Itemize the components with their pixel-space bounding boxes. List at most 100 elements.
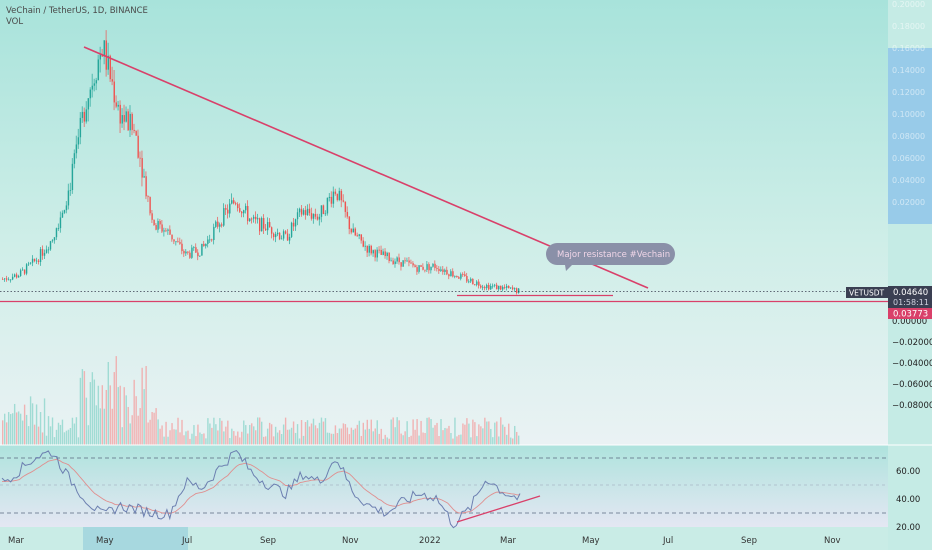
bar-countdown-text: 01:58:11 [893, 298, 929, 307]
volume-bar [506, 434, 508, 445]
candle-body [161, 224, 163, 232]
candle-body [255, 216, 257, 220]
volume-bar [217, 430, 219, 445]
volume-bar [173, 429, 175, 445]
candle-body [21, 269, 24, 271]
upper-axis-tick-label: 0.14000 [892, 66, 925, 75]
candle-body [2, 279, 4, 280]
candle-body [147, 196, 149, 198]
candle-body [310, 213, 313, 219]
time-axis-label: Nov [342, 536, 359, 546]
candle-body [69, 189, 72, 191]
volume-bar [504, 426, 506, 445]
candle-body [322, 205, 325, 215]
rsi-axis: 60.00 40.00 20.00 [896, 467, 920, 533]
volume-bar [75, 417, 78, 445]
volume-bar [294, 432, 297, 445]
candle-body [175, 241, 177, 243]
candle-body [143, 176, 145, 178]
volume-bar [83, 371, 86, 445]
candle-body [93, 83, 96, 86]
candle-body [157, 221, 159, 230]
volume-bar [33, 424, 36, 445]
candle-body [131, 113, 133, 130]
volume-bar [486, 421, 488, 445]
upper-axis-tick-label: 0.08000 [892, 132, 925, 141]
volume-bar [37, 426, 40, 445]
candle-body [59, 217, 62, 229]
volume-bar [388, 438, 390, 445]
volume-bar [342, 423, 345, 445]
volume-bar [510, 437, 512, 445]
candle-body [153, 219, 155, 225]
volume-bar [408, 436, 410, 445]
volume-bar [41, 432, 44, 445]
volume-bar [280, 433, 283, 445]
candle-body [105, 40, 107, 70]
volume-bar [384, 434, 386, 445]
volume-bar [109, 385, 111, 445]
volume-bar [95, 405, 98, 445]
candle-body [41, 249, 44, 256]
volume-bar [125, 395, 127, 445]
candle-body [320, 205, 323, 217]
time-axis-label: Mar [8, 536, 25, 546]
candle-body [237, 204, 239, 209]
candle-body [247, 205, 249, 222]
candle-body [456, 275, 458, 278]
candle-body [121, 115, 123, 124]
candle-body [129, 113, 131, 131]
candle-body [27, 263, 30, 265]
candle-body [398, 257, 400, 263]
volume-bar [69, 428, 72, 445]
candle-body [336, 193, 339, 200]
upper-axis-tick-label: 0.20000 [892, 0, 925, 9]
rsi-ma-line [1, 458, 521, 515]
volume-bar [167, 436, 169, 445]
time-axis-panel [0, 527, 888, 550]
upper-axis-tick-label: 0.02000 [892, 198, 925, 207]
candle-body [71, 163, 74, 190]
volume-bar [117, 387, 119, 445]
volume-bar [400, 433, 402, 445]
candle-body [111, 79, 113, 82]
volume-bar [183, 435, 185, 445]
candle-body [193, 247, 195, 249]
candle-body [514, 288, 516, 290]
candle-body [47, 249, 50, 251]
volume-bar [410, 435, 412, 445]
volume-bar [418, 435, 420, 445]
volume-bar [416, 419, 418, 445]
candle-body [67, 190, 70, 206]
volume-bar [45, 435, 48, 445]
candle-body [294, 219, 297, 227]
candle-body [472, 278, 474, 285]
candle-body [324, 213, 327, 215]
volume-bar [516, 431, 518, 445]
candle-body [406, 260, 408, 262]
candle-body [197, 252, 199, 257]
annotation-callout[interactable]: Major resistance #Vechain [546, 243, 675, 271]
volume-bar [91, 372, 94, 445]
volume-bar [358, 420, 361, 445]
volume-bar [436, 422, 438, 445]
rsi-support-trendline[interactable] [456, 495, 541, 523]
symbol-tag-box [846, 287, 888, 298]
candle-body [364, 245, 366, 247]
volume-bar [255, 430, 257, 445]
volume-bar [518, 435, 520, 445]
candle-body [376, 249, 378, 258]
volume-bar [406, 421, 408, 445]
candle-body [268, 222, 271, 228]
candle-body [217, 221, 219, 227]
candle-body [494, 284, 496, 286]
candle-body [211, 239, 213, 241]
candle-body [270, 227, 273, 234]
candle-body [107, 55, 109, 70]
candle-body [384, 251, 386, 257]
volume-bar [512, 438, 514, 445]
candle-body [249, 218, 251, 222]
time-axis-label: May [582, 536, 600, 546]
candle-body [496, 284, 498, 290]
